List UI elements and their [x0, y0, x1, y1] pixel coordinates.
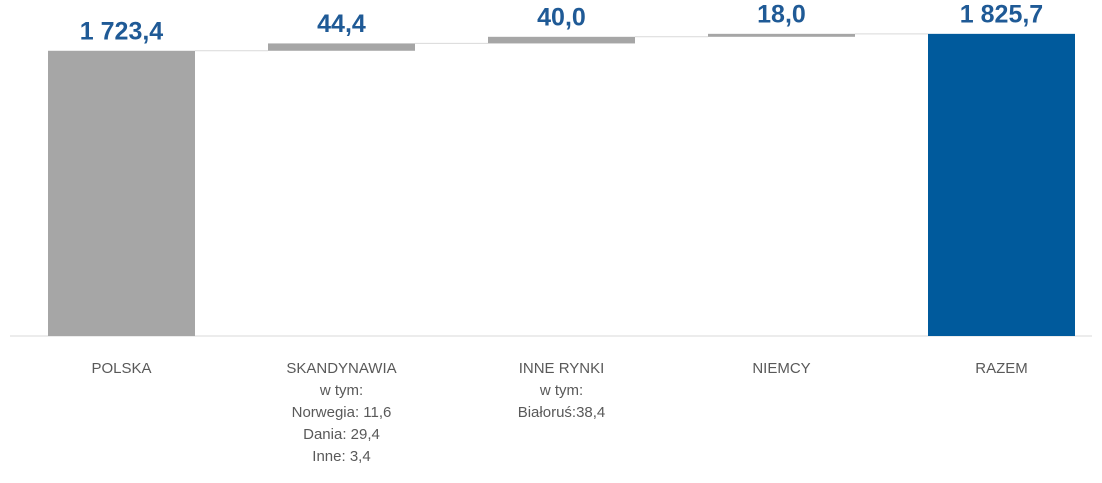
x-tick-label: RAZEM	[975, 360, 1028, 377]
value-label: 1 825,7	[960, 0, 1043, 28]
value-label: 1 723,4	[80, 17, 164, 45]
x-tick-label: Norwegia: 11,6	[292, 404, 392, 421]
x-tick-label: Białoruś:38,4	[518, 404, 606, 421]
value-label: 40,0	[537, 3, 586, 31]
x-tick-label: INNE RYNKI	[519, 360, 605, 377]
x-tick-label: w tym:	[319, 382, 363, 399]
x-tick-label: w tym:	[539, 382, 583, 399]
bar	[708, 33, 855, 37]
value-label: 44,4	[317, 10, 366, 38]
x-tick-label: Dania: 29,4	[303, 426, 380, 443]
bar	[488, 36, 635, 44]
x-tick-label: NIEMCY	[752, 360, 810, 377]
bar	[48, 50, 195, 336]
value-label: 18,0	[757, 0, 806, 28]
bar	[928, 33, 1075, 336]
x-tick-label: POLSKA	[91, 360, 151, 377]
bar	[268, 43, 415, 51]
x-tick-label: Inne: 3,4	[312, 448, 370, 465]
x-tick-label: SKANDYNAWIA	[286, 360, 396, 377]
